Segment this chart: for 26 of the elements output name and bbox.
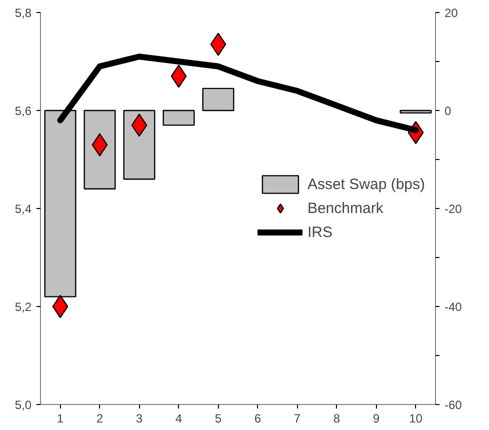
y-tick-label: 5,8	[14, 6, 32, 20]
point	[131, 114, 148, 137]
y2-tick-label: 20	[444, 6, 458, 20]
x-tick-label: 8	[333, 412, 340, 426]
x-tick-label: 5	[214, 412, 222, 426]
x-tick-label: 7	[294, 412, 301, 426]
x-tick-label: 2	[96, 412, 104, 426]
y-tick-label: 5,4	[14, 202, 32, 216]
x-tick-label: 9	[372, 412, 380, 426]
y2-tick-label: -40	[444, 300, 462, 314]
y-tick-label: 5,0	[14, 398, 32, 412]
x-tick-label: 3	[136, 412, 143, 426]
x-tick-label: 10	[409, 412, 423, 426]
y2-tick-label: 0	[444, 104, 452, 118]
legend-label: Benchmark	[307, 200, 384, 216]
x-tick-label: 1	[56, 412, 64, 426]
y2-tick-label: -20	[444, 202, 462, 216]
point	[170, 64, 187, 88]
y2-tick-label: -60	[444, 398, 462, 412]
legend-label: Asset Swap (bps)	[307, 176, 425, 192]
y-tick-label: 5,6	[14, 104, 32, 118]
legend-label: IRS	[307, 224, 332, 240]
x-tick-label: 4	[175, 412, 182, 426]
x-tick-label: 6	[254, 412, 262, 426]
point	[210, 32, 226, 56]
y-tick-label: 5,2	[14, 300, 32, 314]
